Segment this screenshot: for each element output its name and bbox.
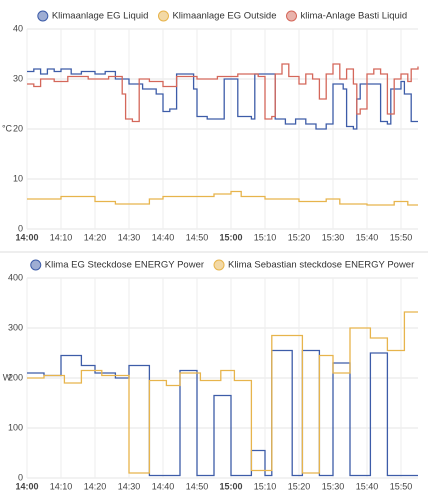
series-line <box>27 349 418 477</box>
legend-label: klima-Anlage Basti Liquid <box>301 11 408 22</box>
legend-label: Klima EG Steckdose ENERGY Power <box>45 260 204 271</box>
x-tick-label: 15:10 <box>254 232 277 242</box>
y-tick-label: 300 <box>8 322 23 332</box>
legend-swatch <box>37 10 49 22</box>
legend-swatch <box>157 10 169 22</box>
series-line <box>27 190 418 206</box>
y-tick-label: 20 <box>13 123 23 133</box>
y-tick-label: 30 <box>13 73 23 83</box>
x-tick-label: 14:40 <box>152 481 175 491</box>
x-tick-label: 14:00 <box>15 481 38 491</box>
x-tick-label: 14:30 <box>118 232 141 242</box>
x-tick-label: 15:00 <box>219 481 242 491</box>
y-axis-label: W <box>3 372 12 382</box>
legend-label: Klimaanlage EG Outside <box>172 11 276 22</box>
series-line <box>27 68 418 130</box>
legend-label: Klimaanlage EG Liquid <box>52 11 149 22</box>
y-tick-label: 100 <box>8 422 23 432</box>
y-tick-label: 10 <box>13 173 23 183</box>
x-tick-label: 14:50 <box>186 481 209 491</box>
x-tick-label: 14:10 <box>50 481 73 491</box>
x-tick-label: 15:10 <box>254 481 277 491</box>
x-tick-label: 14:30 <box>118 481 141 491</box>
legend-swatch <box>286 10 298 22</box>
legend-label: Klima Sebastian steckdose ENERGY Power <box>228 260 414 271</box>
y-axis-label: °C <box>2 123 13 133</box>
legend: Klimaanlage EG Liquid Klimaanlage EG Outs… <box>37 10 408 22</box>
x-tick-label: 14:10 <box>50 232 73 242</box>
y-tick-label: 0 <box>18 223 23 233</box>
series-line <box>27 311 418 474</box>
x-tick-label: 15:30 <box>322 232 345 242</box>
legend-swatch <box>213 259 225 271</box>
x-tick-label: 15:30 <box>322 481 345 491</box>
x-tick-label: 15:40 <box>356 232 379 242</box>
x-tick-label: 14:40 <box>152 232 175 242</box>
legend: Klima EG Steckdose ENERGY Power Klima Seb… <box>30 259 414 271</box>
legend-swatch <box>30 259 42 271</box>
x-tick-label: 15:50 <box>390 232 413 242</box>
x-tick-label: 14:20 <box>84 232 107 242</box>
y-tick-label: 200 <box>8 372 23 382</box>
x-tick-label: 14:50 <box>186 232 209 242</box>
x-tick-label: 14:20 <box>84 481 107 491</box>
x-tick-label: 15:40 <box>356 481 379 491</box>
y-tick-label: 40 <box>13 23 23 33</box>
y-tick-label: 0 <box>18 472 23 482</box>
series-line <box>27 63 419 123</box>
x-tick-label: 14:00 <box>15 232 38 242</box>
x-tick-label: 15:50 <box>390 481 413 491</box>
y-tick-label: 400 <box>8 272 23 282</box>
x-tick-label: 15:20 <box>288 481 311 491</box>
x-tick-label: 15:00 <box>219 232 242 242</box>
x-tick-label: 15:20 <box>288 232 311 242</box>
